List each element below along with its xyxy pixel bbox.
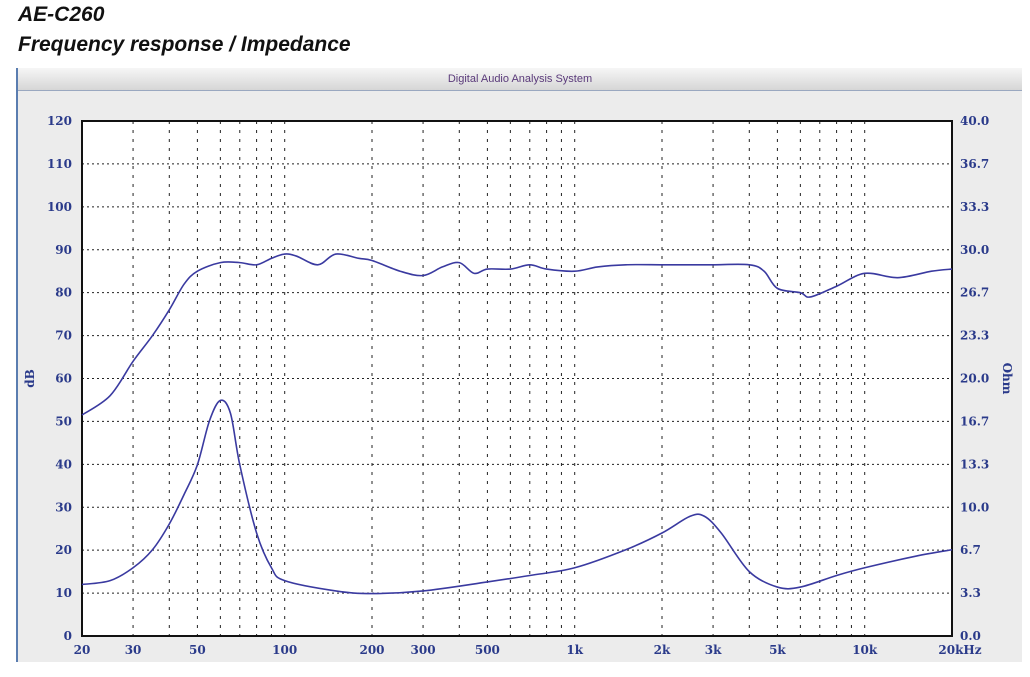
y2-tick-label: 36.7 [960,157,989,171]
y-tick-label: 10 [55,586,72,600]
y2-tick-label: 26.7 [960,286,989,300]
x-tick-label: 20 [74,643,91,657]
frequency-response-line [81,253,953,416]
x-tick-label: 200 [359,643,384,657]
y-tick-label: 0 [64,629,72,643]
x-tick-label: 1k [566,643,583,657]
x-tick-label: 50 [189,643,206,657]
x-tick-label: 3k [705,643,722,657]
y-tick-label: 90 [55,243,72,257]
y-axis-label: dB [23,369,37,388]
y-tick-label: 50 [55,414,72,428]
y2-tick-label: 20.0 [960,372,989,386]
y-tick-label: 110 [47,157,72,171]
y-tick-label: 60 [55,372,72,386]
x-tick-label: 2k [654,643,671,657]
y2-tick-label: 3.3 [960,586,981,600]
y-tick-label: 40 [55,457,72,471]
y2-tick-label: 30.0 [960,243,989,257]
y-tick-label: 20 [55,543,72,557]
y2-tick-label: 16.7 [960,414,989,428]
x-tick-label: 20kHz [938,643,981,657]
x-tick-label: 10k [852,643,878,657]
y2-tick-label: 0.0 [960,629,981,643]
y-tick-label: 120 [47,114,72,128]
y-tick-label: 80 [55,286,72,300]
y-tick-label: 100 [47,200,72,214]
impedance-line [81,399,953,595]
x-tick-label: 100 [272,643,297,657]
window-title-bar: Digital Audio Analysis System [18,68,1022,91]
y2-tick-label: 40.0 [960,114,989,128]
x-tick-label: 300 [411,643,436,657]
x-tick-label: 500 [475,643,500,657]
product-title: AE-C260 [18,3,105,26]
y-tick-label: 70 [55,329,72,343]
y2-tick-label: 23.3 [960,329,989,343]
y2-tick-label: 6.7 [960,543,981,557]
y-tick-label: 30 [55,500,72,514]
plot-frame [81,120,953,637]
y2-tick-label: 33.3 [960,200,989,214]
y2-tick-label: 13.3 [960,457,989,471]
y2-axis-label: Ohm [1000,363,1014,395]
x-tick-label: 30 [125,643,142,657]
y2-tick-label: 10.0 [960,500,989,514]
x-tick-label: 5k [769,643,786,657]
chart-subtitle: Frequency response / Impedance [18,33,351,56]
